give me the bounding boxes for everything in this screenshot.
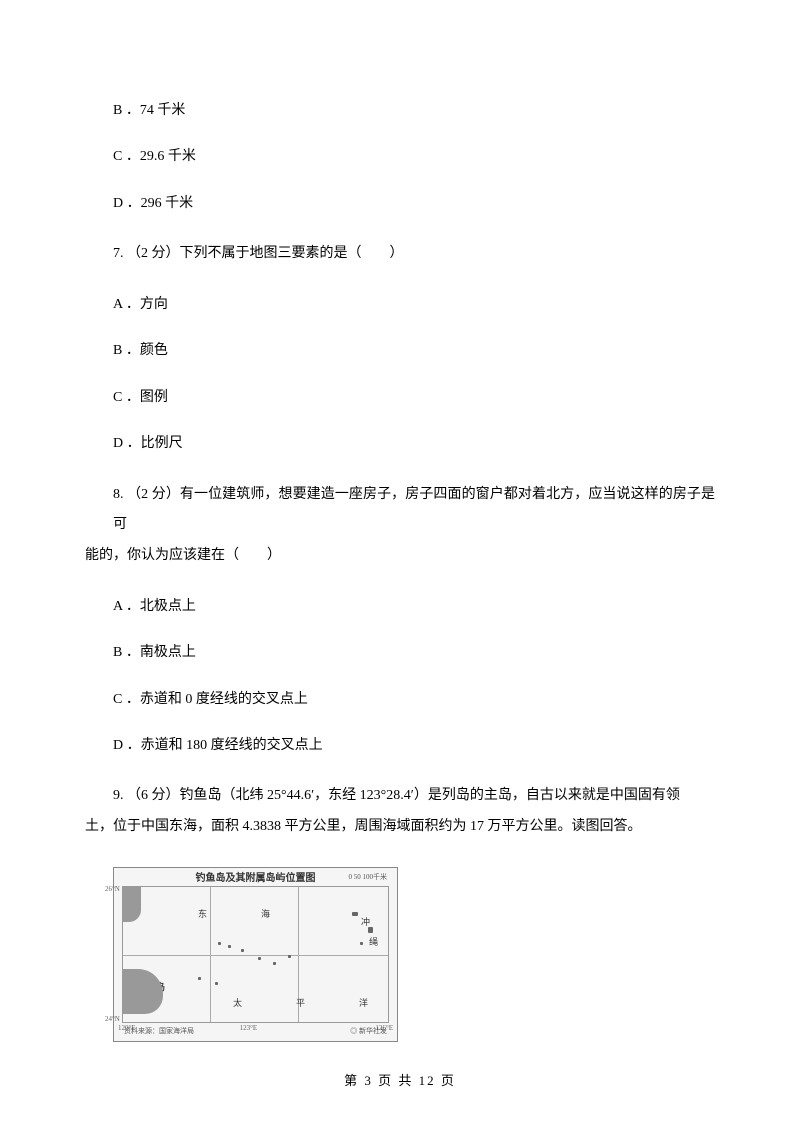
question-9-stem-1: 9. （6 分）钓鱼岛（北纬 25°44.6′，东经 123°28.4′）是列岛…	[85, 781, 715, 812]
option-label: D ．	[113, 436, 141, 451]
island-dot	[288, 955, 291, 958]
q7-option-d: D ．比例尺	[85, 433, 715, 455]
island-dot	[360, 942, 363, 945]
option-label: B ．	[113, 103, 140, 118]
island-dot	[273, 962, 276, 965]
island-dot	[241, 949, 244, 952]
map-credit: ◎ 新华社发	[350, 1026, 387, 1037]
map-title: 钓鱼岛及其附属岛屿位置图	[196, 871, 316, 887]
lat-label: 26°N	[105, 884, 120, 895]
question-7-stem: 7. （2 分）下列不属于地图三要素的是（ ）	[85, 239, 715, 270]
option-text: 74 千米	[140, 103, 186, 118]
option-label: C ．	[113, 692, 140, 707]
option-label: C ．	[113, 149, 140, 164]
question-9-stem-2: 土，位于中国东海，面积 4.3838 平方公里，周围海域面积约为 17 万平方公…	[85, 812, 715, 843]
option-text: 赤道和 180 度经线的交叉点上	[141, 738, 323, 753]
q7-option-c: C ．图例	[85, 387, 715, 409]
map-gridline	[123, 955, 388, 956]
option-label: B ．	[113, 645, 140, 660]
sea-label: 绳	[369, 935, 378, 949]
island-dot	[368, 927, 373, 933]
option-text: 北极点上	[140, 599, 196, 614]
option-text: 颜色	[140, 343, 168, 358]
q8-option-d: D ．赤道和 180 度经线的交叉点上	[85, 735, 715, 757]
island-dot	[228, 945, 231, 948]
option-text: 29.6 千米	[140, 149, 196, 164]
island-dot	[218, 942, 221, 945]
map-scale: 0 50 100千米	[349, 872, 388, 883]
option-text: 南极点上	[140, 645, 196, 660]
sea-label: 东 海	[198, 907, 282, 921]
question-8-stem-1: 8. （2 分）有一位建筑师，想要建造一座房子，房子四面的窗户都对着北方，应当说…	[85, 480, 715, 542]
lon-label: 123°E	[240, 1023, 258, 1034]
map-source: 资料来源：国家海洋局	[124, 1026, 194, 1037]
option-d: D ．296 千米	[85, 193, 715, 215]
option-text: 比例尺	[141, 436, 183, 451]
sea-label: 太 平 洋	[233, 996, 380, 1010]
q7-option-a: A ．方向	[85, 294, 715, 316]
page-footer: 第 3 页 共 12 页	[0, 1071, 800, 1092]
option-label: D ．	[113, 196, 141, 211]
option-text: 赤道和 0 度经线的交叉点上	[140, 692, 308, 707]
option-text: 296 千米	[141, 196, 194, 211]
option-b: B ．74 千米	[85, 100, 715, 122]
map-grid: 26°N 24°N 120°E 123°E 126°E 东 海 太 平 洋 冲 …	[122, 886, 389, 1023]
option-label: A ．	[113, 297, 140, 312]
option-label: A ．	[113, 599, 140, 614]
island-dot	[352, 912, 358, 916]
option-c: C ．29.6 千米	[85, 146, 715, 168]
option-text: 图例	[140, 390, 168, 405]
q8-option-c: C ．赤道和 0 度经线的交叉点上	[85, 689, 715, 711]
q7-option-b: B ．颜色	[85, 340, 715, 362]
island-dot	[198, 977, 201, 980]
question-8-stem-2: 能的，你认为应该建在（ ）	[85, 541, 715, 572]
option-label: B ．	[113, 343, 140, 358]
map-figure: 钓鱼岛及其附属岛屿位置图 0 50 100千米 26°N 24°N 120°E …	[113, 867, 398, 1042]
q8-option-a: A ．北极点上	[85, 596, 715, 618]
q8-option-b: B ．南极点上	[85, 642, 715, 664]
option-text: 方向	[140, 297, 168, 312]
island-dot	[215, 982, 218, 985]
coast-shape	[123, 887, 141, 922]
option-label: C ．	[113, 390, 140, 405]
taiwan-shape	[123, 969, 163, 1014]
option-label: D ．	[113, 738, 141, 753]
island-dot	[258, 957, 261, 960]
